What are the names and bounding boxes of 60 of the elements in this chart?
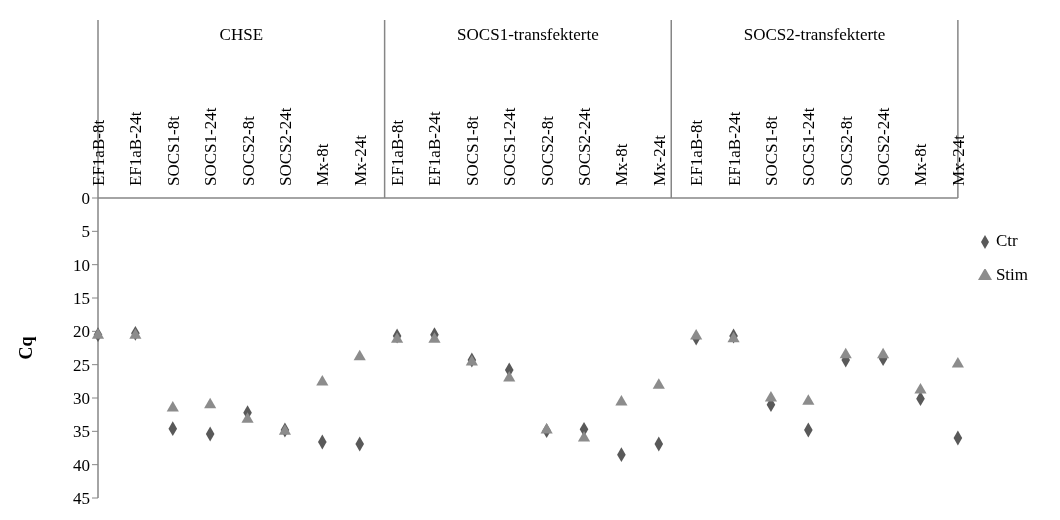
y-tick-label: 40: [73, 455, 90, 475]
point: [951, 356, 964, 368]
x-tick-label: SOCS1-24t: [799, 107, 819, 186]
x-tick-label: SOCS2-8t: [836, 115, 856, 186]
point: [204, 397, 217, 409]
y-tick-label: 20: [73, 322, 90, 342]
y-tick-label: 0: [81, 189, 90, 209]
text: CHSE: [219, 25, 264, 44]
legend-label: Ctr: [995, 231, 1018, 250]
point: [914, 382, 927, 394]
y-tick-label: 15: [73, 289, 90, 309]
x-tick-label: SOCS2-24t: [275, 107, 295, 186]
point: [877, 347, 890, 359]
x-tick-label: SOCS1-24t: [500, 107, 520, 186]
x-tick-label: EF1aB-24t: [126, 111, 146, 186]
x-tick-label: SOCS2-24t: [575, 107, 595, 186]
point: [91, 328, 105, 339]
x-tick-label: EF1aB-24t: [425, 111, 445, 186]
y-tick-label: 10: [73, 255, 90, 275]
y-tick-label: 30: [73, 389, 90, 409]
x-tick-label: Mx-24t: [350, 134, 370, 186]
legend-label: Stim: [995, 265, 1028, 284]
point: [353, 349, 366, 361]
text: SOCS2-transfekterte: [743, 25, 886, 44]
y-tick-label: 35: [73, 422, 90, 442]
x-tick-label: SOCS2-8t: [537, 115, 557, 186]
y-axis-title: Cq: [16, 336, 37, 360]
x-tick-label: SOCS1-8t: [462, 115, 482, 186]
point: [839, 347, 852, 359]
point: [166, 400, 179, 412]
point: [241, 412, 254, 423]
point: [540, 422, 553, 434]
x-tick-label: EF1aB-8t: [687, 119, 707, 186]
point: [652, 378, 665, 389]
x-tick-label: EF1aB-8t: [388, 119, 408, 186]
point: [503, 370, 516, 382]
point: [615, 394, 628, 406]
point: [802, 394, 815, 405]
point: [316, 374, 329, 386]
point: [764, 390, 778, 402]
x-tick-label: SOCS1-8t: [761, 115, 781, 186]
x-tick-label: SOCS1-8t: [163, 115, 183, 186]
x-tick-label: Mx-8t: [612, 143, 632, 186]
x-tick-label: EF1aB-8t: [89, 119, 108, 186]
point: [391, 332, 404, 343]
y-tick-label: 25: [73, 355, 90, 375]
y-tick-label: 45: [73, 489, 90, 509]
x-tick-label: Mx-24t: [649, 134, 669, 186]
point: [690, 328, 703, 340]
x-tick-label: SOCS1-24t: [201, 107, 221, 186]
x-tick-label: SOCS2-24t: [874, 107, 894, 186]
x-tick-label: Mx-8t: [313, 143, 333, 186]
x-tick-label: SOCS2-8t: [238, 115, 258, 186]
point: [428, 332, 441, 343]
x-tick-label: Mx-24t: [948, 134, 968, 186]
point: [577, 430, 591, 442]
text: SOCS1-transfekterte: [457, 25, 599, 44]
y-tick-label: 5: [81, 222, 90, 242]
x-tick-label: Mx-8t: [911, 143, 931, 186]
x-tick-label: EF1aB-24t: [724, 111, 744, 186]
